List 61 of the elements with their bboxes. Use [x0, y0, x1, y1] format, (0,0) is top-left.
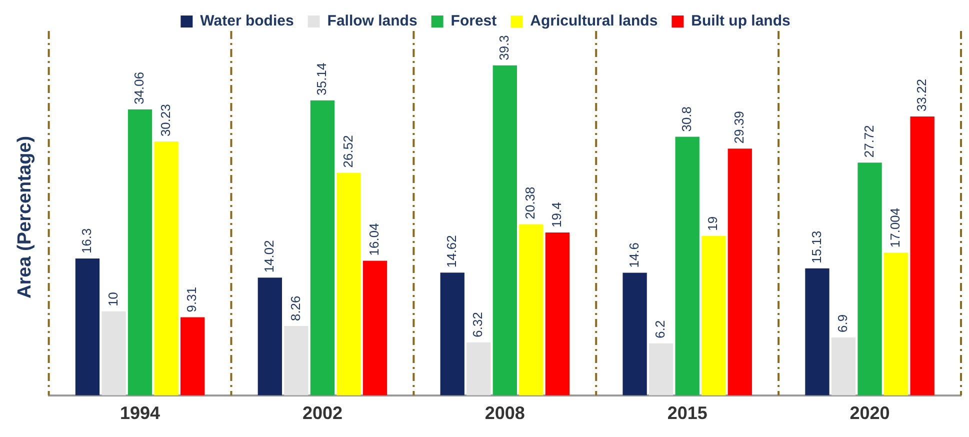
- data-label: 27.72: [861, 125, 876, 158]
- legend-label: Agricultural lands: [530, 12, 658, 30]
- data-label: 10: [105, 292, 120, 306]
- bar: [831, 337, 856, 396]
- bar: [675, 136, 700, 396]
- data-label: 35.14: [314, 62, 330, 96]
- bar: [622, 272, 647, 396]
- data-label: 14.6: [626, 242, 642, 268]
- data-label: 14.62: [444, 235, 459, 268]
- bar: [336, 172, 361, 396]
- data-label: 19.4: [549, 202, 564, 228]
- bar: [258, 278, 282, 396]
- data-label: 29.39: [731, 111, 746, 144]
- data-label: 8.26: [288, 296, 303, 322]
- data-label: 6.9: [835, 314, 850, 332]
- bar: [284, 326, 308, 396]
- bar: [310, 100, 335, 396]
- data-label: 30.8: [678, 106, 694, 132]
- bar: [805, 268, 830, 396]
- data-label: 20.38: [522, 186, 538, 220]
- bar: [440, 272, 464, 396]
- data-label: 19: [705, 216, 720, 231]
- x-tick-label: 2020: [850, 403, 890, 424]
- bar: [75, 258, 100, 396]
- bar: [362, 260, 388, 396]
- data-label: 33.22: [914, 78, 929, 112]
- legend-label: Fallow lands: [327, 12, 418, 30]
- bar: [545, 232, 570, 396]
- data-label: 34.06: [132, 72, 147, 104]
- bar: [128, 109, 152, 396]
- bar: [702, 236, 726, 396]
- legend-label: Water bodies: [200, 12, 294, 30]
- data-label: 16.3: [79, 228, 94, 254]
- data-label: 6.32: [470, 312, 486, 338]
- bar: [648, 343, 674, 396]
- data-label: 9.31: [184, 286, 200, 312]
- bar: [180, 317, 205, 396]
- data-label: 6.2: [652, 320, 668, 338]
- data-label: 30.23: [158, 104, 173, 137]
- bar: [519, 224, 544, 396]
- x-tick-label: 2008: [484, 403, 525, 424]
- bar: [910, 116, 934, 396]
- x-tick-label: 2015: [667, 403, 708, 424]
- data-label: 17.004: [888, 208, 903, 248]
- x-tick-label: 1994: [120, 403, 160, 424]
- bar: [858, 162, 882, 396]
- bar: [884, 252, 908, 396]
- bar: [154, 142, 178, 396]
- data-label: 26.52: [340, 135, 356, 168]
- data-label: 39.3: [496, 35, 512, 60]
- data-label: 14.02: [261, 240, 276, 273]
- data-label: 15.13: [808, 230, 824, 264]
- legend-label: Built up lands: [691, 12, 790, 30]
- bar: [492, 65, 517, 396]
- data-label: 16.04: [366, 223, 382, 256]
- bar: [728, 148, 752, 396]
- legend-label: Forest: [450, 12, 497, 30]
- bar: [102, 311, 126, 396]
- bar: [466, 342, 491, 396]
- x-tick-label: 2002: [302, 403, 342, 424]
- y-axis-title: Area (Percentage): [14, 136, 36, 299]
